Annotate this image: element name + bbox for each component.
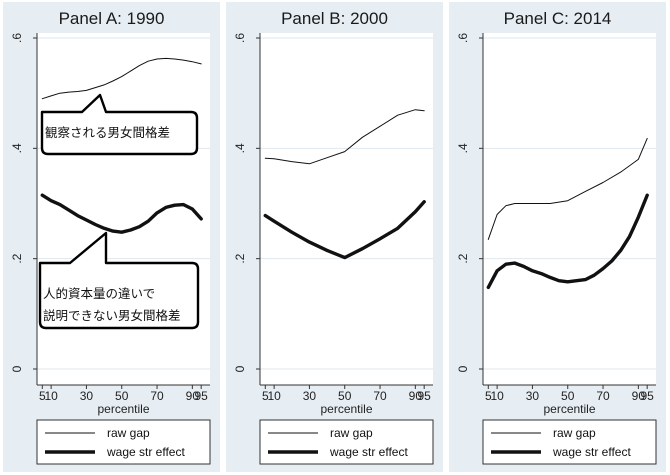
x-tick-label: 5 <box>262 389 269 403</box>
legend-label: wage str effect <box>106 445 185 459</box>
x-tick-label: 70 <box>373 389 387 403</box>
x-tick-label: 90 <box>409 389 423 403</box>
y-tick-label: .4 <box>456 143 470 153</box>
x-tick-label: 95 <box>640 389 654 403</box>
x-tick-label: 5 <box>485 389 492 403</box>
series-line-wage-str-effect <box>486 193 649 290</box>
x-tick-label: 10 <box>490 389 504 403</box>
y-tick-label: 0 <box>456 365 470 372</box>
legend-label: raw gap <box>330 426 373 440</box>
y-tick-label: .6 <box>233 33 247 43</box>
x-tick-label: 90 <box>186 389 200 403</box>
legend-box <box>36 419 211 465</box>
x-tick-label: 50 <box>115 389 129 403</box>
legend-box <box>482 419 657 465</box>
series-line-raw-gap <box>41 57 202 100</box>
x-axis-label: percentile <box>320 402 372 416</box>
legend-label: wage str effect <box>552 445 631 459</box>
panel-title: Panel A: 1990 <box>59 9 165 28</box>
series-line-wage-str-effect <box>40 193 203 234</box>
plot-area <box>260 33 433 385</box>
callout-box <box>40 93 199 156</box>
annotation-text: 人的資本量の違いで <box>43 286 155 301</box>
x-tick-label: 95 <box>417 389 431 403</box>
y-tick-label: 0 <box>10 365 24 372</box>
y-tick-label: .4 <box>233 143 247 153</box>
legend-box <box>259 419 434 465</box>
x-axis-label: percentile <box>97 402 149 416</box>
callout-box <box>38 231 200 330</box>
annotation-text: 説明できない男女間格差 <box>43 308 181 323</box>
x-tick-label: 70 <box>596 389 610 403</box>
y-tick-label: .2 <box>456 253 470 263</box>
annotation-text: 観察される男女間格差 <box>45 125 170 140</box>
y-tick-label: .6 <box>456 33 470 43</box>
legend: raw gap wage str effect <box>259 419 434 465</box>
x-tick-label: 5 <box>39 389 46 403</box>
x-tick-label: 70 <box>150 389 164 403</box>
x-tick-label: 30 <box>303 389 317 403</box>
x-tick-label: 30 <box>80 389 94 403</box>
x-axis-label: percentile <box>543 402 595 416</box>
x-tick-label: 50 <box>561 389 575 403</box>
legend: raw gap wage str effect <box>482 419 657 465</box>
legend: raw gap wage str effect <box>36 419 211 465</box>
x-tick-label: 10 <box>267 389 281 403</box>
x-tick-label: 10 <box>44 389 58 403</box>
y-tick-label: .2 <box>10 253 24 263</box>
y-tick-label: 0 <box>233 365 247 372</box>
x-tick-label: 50 <box>338 389 352 403</box>
x-tick-label: 95 <box>194 389 208 403</box>
plot-area <box>483 33 656 385</box>
panel-title: Panel B: 2000 <box>281 9 388 28</box>
legend-label: wage str effect <box>329 445 408 459</box>
legend-label: raw gap <box>107 426 150 440</box>
y-tick-label: .6 <box>10 33 24 43</box>
y-tick-label: .4 <box>10 143 24 153</box>
x-tick-label: 90 <box>632 389 646 403</box>
plot-area <box>37 33 210 385</box>
panel-title: Panel C: 2014 <box>504 9 612 28</box>
x-tick-label: 30 <box>526 389 540 403</box>
series-line-wage-str-effect <box>263 200 426 260</box>
series-line-raw-gap <box>487 137 648 240</box>
legend-label: raw gap <box>553 426 596 440</box>
y-tick-label: .2 <box>233 253 247 263</box>
series-line-raw-gap <box>264 109 425 165</box>
